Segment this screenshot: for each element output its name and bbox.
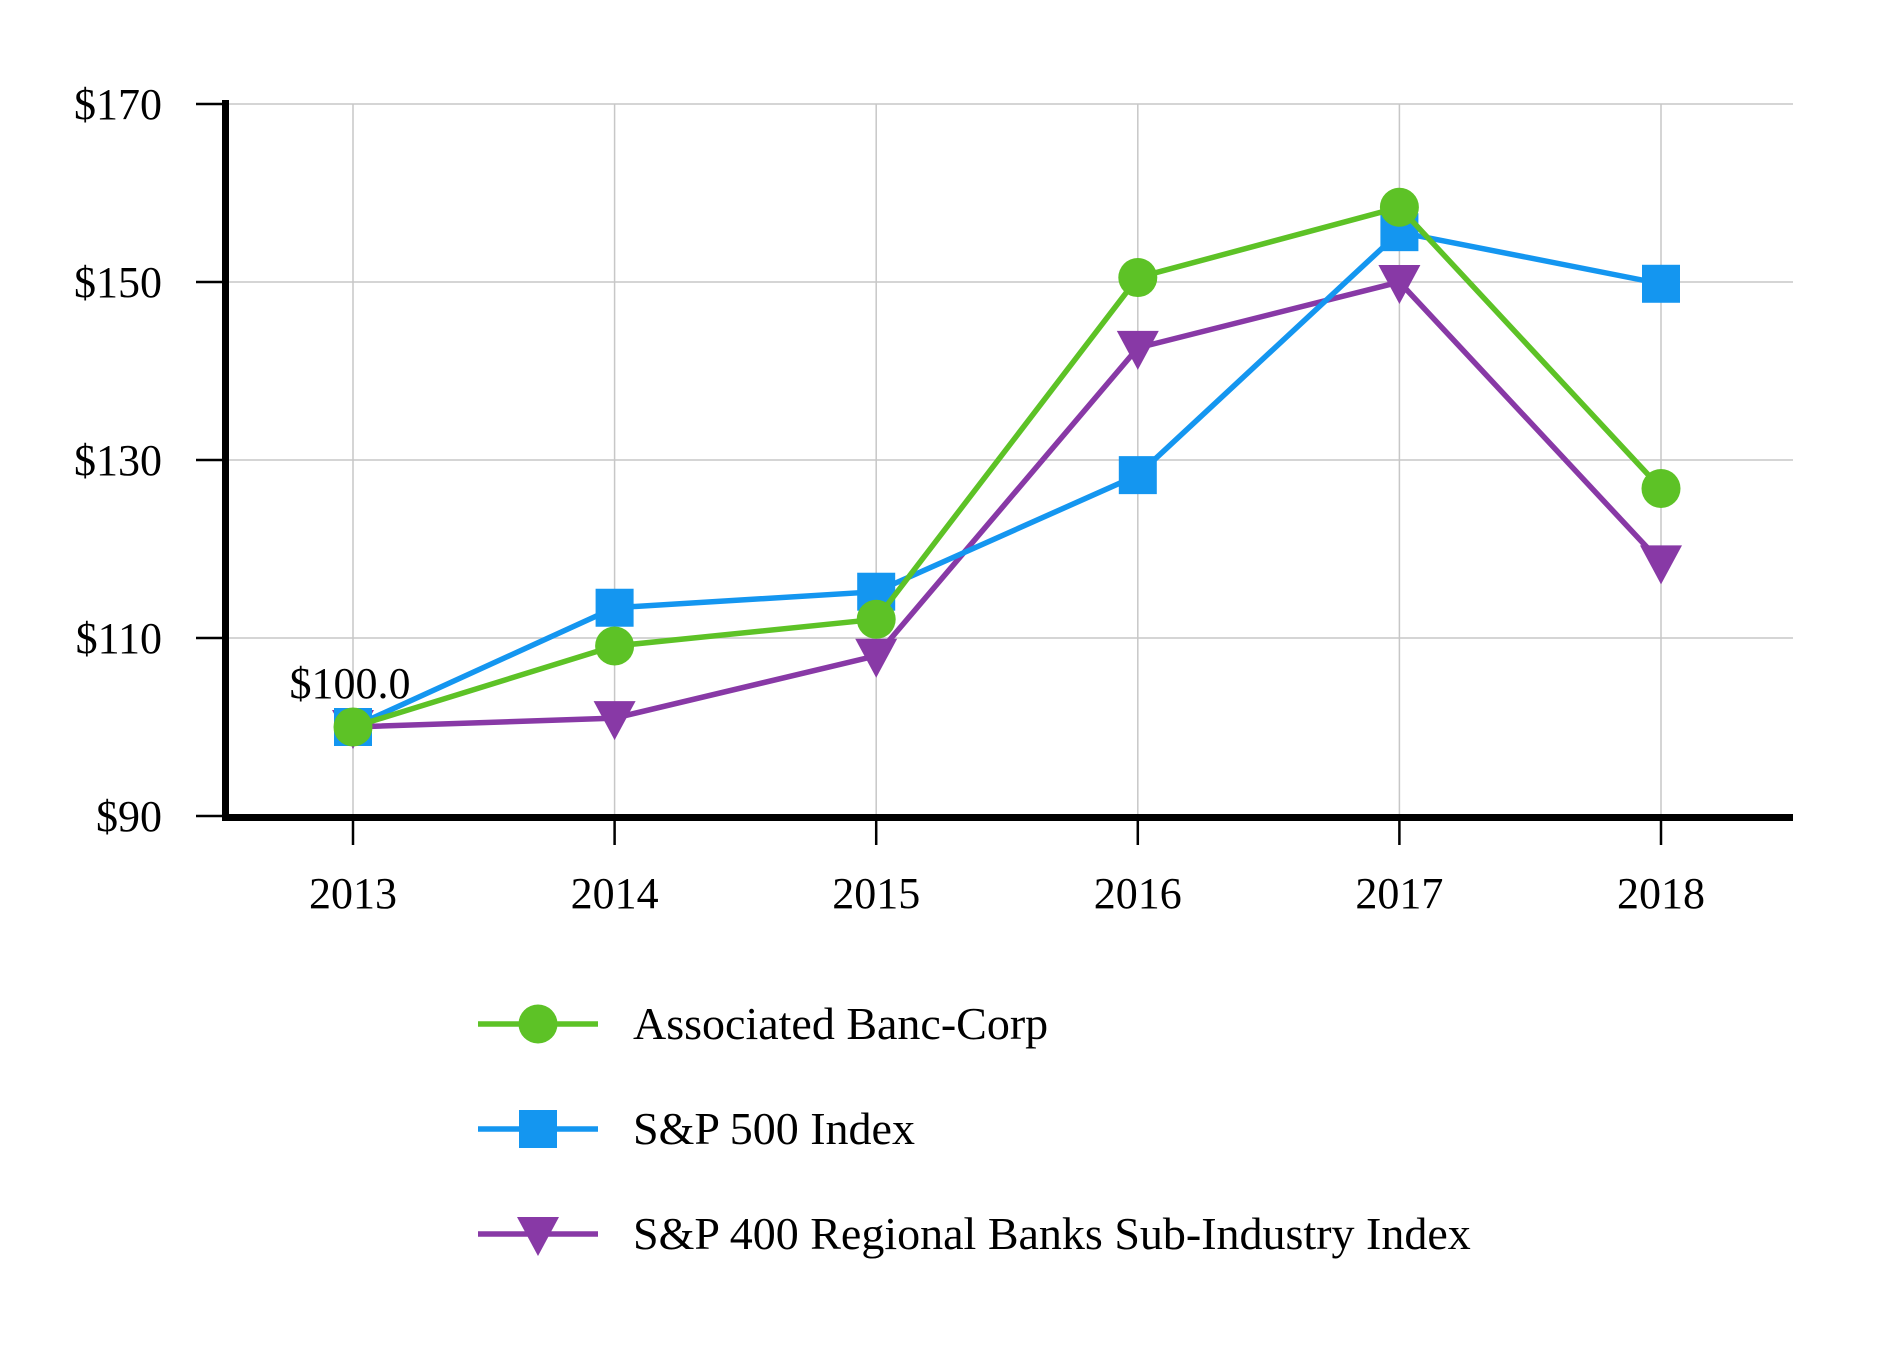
x-tick-label: 2016 (1094, 869, 1182, 918)
legend-marker-circle-icon (478, 1004, 598, 1044)
annotation-base-value: $100.0 (290, 659, 411, 708)
x-tick-label: 2013 (309, 869, 397, 918)
y-tick-label: $170 (74, 80, 162, 129)
legend-marker-triangle-icon (478, 1217, 598, 1256)
series-associated-banc-corp (333, 187, 1681, 747)
x-tick-label: 2017 (1355, 869, 1443, 918)
legend-item-associated-banc-corp: Associated Banc-Corp (473, 993, 1471, 1055)
legend-label: S&P 500 Index (633, 1103, 915, 1154)
y-tick-label: $110 (76, 614, 162, 663)
legend-item-sp400-regional-banks: S&P 400 Regional Banks Sub-Industry Inde… (473, 1203, 1471, 1265)
legend-marker-square-icon (478, 1110, 598, 1148)
legend-item-sp500-index: S&P 500 Index (473, 1098, 1471, 1160)
x-tick-label: 2018 (1617, 869, 1705, 918)
legend-label: Associated Banc-Corp (633, 998, 1049, 1049)
gridlines (225, 103, 1793, 816)
x-tick-label: 2015 (832, 869, 920, 918)
x-tick-label: 2014 (571, 869, 659, 918)
y-tick-label: $90 (96, 792, 162, 841)
y-tick-label: $130 (74, 436, 162, 485)
y-tick-label: $150 (74, 258, 162, 307)
legend-label: S&P 400 Regional Banks Sub-Industry Inde… (633, 1208, 1471, 1259)
y-axis: $90 $110 $130 $150 $170 (74, 80, 229, 841)
legend: Associated Banc-Corp S&P 500 Index S&P 4… (473, 993, 1471, 1265)
series-s-p-400-regional-banks-sub-industry-index (332, 265, 1682, 749)
x-axis: 2013 2014 2015 2016 2017 2018 (222, 814, 1793, 918)
